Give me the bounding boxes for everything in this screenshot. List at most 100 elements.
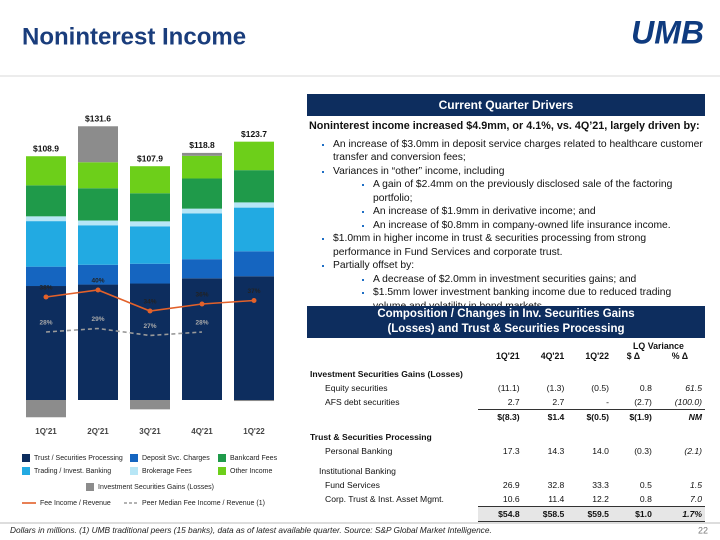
total-label: $123.7	[241, 129, 267, 139]
total-label: $118.8	[189, 140, 215, 150]
table-cell	[478, 424, 523, 444]
driver-item: Variances in “other” income, includingA …	[333, 165, 705, 233]
table-cell	[612, 458, 655, 478]
table-cell: (0.5)	[591, 383, 609, 393]
table-cell	[567, 361, 612, 381]
table-cell: 10.6	[502, 494, 520, 504]
bar-segment	[78, 220, 118, 226]
bar-segment	[234, 276, 274, 400]
table-cell: 0.5	[639, 480, 652, 490]
drivers-intro: Noninterest income increased $4.9mm, or …	[309, 120, 700, 132]
table-cell: 0.8	[639, 494, 652, 504]
x-tick-label: 3Q'21	[139, 427, 161, 436]
driver-item: An increase of $3.0mm in deposit service…	[333, 138, 705, 165]
table-cell	[655, 424, 705, 444]
table: 1Q'21 4Q'21 1Q'22 LQ Variance $ Δ % Δ Investme…	[307, 341, 705, 522]
table-cell	[567, 424, 612, 444]
row-label	[307, 410, 478, 425]
table-cell: (1.3)	[546, 383, 565, 393]
bar-segment	[182, 208, 222, 214]
percent-label: 37%	[247, 288, 260, 295]
bar-segment	[130, 400, 170, 410]
column-header: 1Q'21	[496, 351, 520, 361]
legend-swatch	[22, 467, 30, 475]
bar-segment	[182, 213, 222, 260]
variance-column: $ Δ	[626, 351, 641, 361]
row-label: Trust & Securities Processing	[310, 432, 432, 442]
slide-title: Noninterest Income	[22, 23, 246, 50]
row-label: Personal Banking	[325, 446, 393, 456]
x-tick-label: 1Q'22	[243, 427, 265, 436]
legend-swatch	[130, 467, 138, 475]
bar-segment	[130, 283, 170, 400]
table-cell: $(0.5)	[567, 409, 612, 424]
driver-subitem: An increase of $0.8mm in company-owned l…	[373, 219, 705, 233]
bar-segment	[130, 226, 170, 264]
table-cell: $58.5	[522, 506, 568, 522]
table-row: $54.8 $58.5 $59.5 $1.0 1.7%	[307, 506, 705, 522]
bar-segment	[26, 286, 66, 400]
bar-segment	[78, 284, 118, 400]
page-number: 22	[698, 525, 708, 535]
row-label: Fund Services	[325, 480, 380, 490]
legend-swatch	[218, 454, 226, 462]
table-cell	[655, 458, 705, 478]
table-cell	[567, 458, 612, 478]
row-label: Equity securities	[325, 383, 388, 393]
driver-subitem: An increase of $1.9mm in derivative inco…	[373, 205, 705, 219]
bar-segment	[234, 400, 274, 402]
row-label: AFS debt securities	[325, 397, 400, 408]
column-header: 4Q'21	[540, 351, 565, 361]
footnote: Dollars in millions. (1) UMB traditional…	[10, 525, 492, 535]
table-row: Institutional Banking	[307, 458, 705, 478]
table-cell: 11.4	[548, 494, 565, 504]
variance-column: % Δ	[671, 351, 689, 361]
table-cell	[523, 458, 568, 478]
legend-label: Bankcard Fees	[230, 455, 278, 462]
legend-label: Trust / Securities Processing	[34, 455, 123, 462]
table-cell: $1.4	[522, 409, 568, 424]
percent-label: 36%	[195, 292, 208, 299]
bar-segment	[130, 166, 170, 194]
table-cell: (100.0)	[674, 397, 702, 407]
percent-label: 28%	[195, 320, 208, 327]
row-label	[307, 507, 478, 522]
table-cell: 61.5	[685, 383, 702, 393]
percent-point	[251, 298, 257, 303]
table-cell: 14.3	[547, 446, 565, 456]
table-cell	[478, 458, 523, 478]
table-cell: NM	[654, 409, 705, 424]
percent-label: 38%	[39, 285, 52, 292]
percent-line	[45, 327, 203, 337]
table-row: Personal Banking 17.3 14.3 14.0 (0.3) (2.1)	[307, 444, 705, 458]
table-cell: 12.2	[592, 494, 609, 504]
table-cell: 0.8	[639, 383, 652, 393]
driver-text: An increase of $3.0mm in deposit service…	[333, 138, 703, 164]
bar-segment	[26, 221, 66, 267]
legend-label: Peer Median Fee Income / Revenue (1)	[142, 500, 265, 507]
logo: UMB	[631, 14, 704, 50]
table-cell	[523, 361, 568, 381]
row-label: Investment Securities Gains (Losses)	[310, 369, 463, 379]
legend-swatch	[86, 483, 94, 491]
row-label: Corp. Trust & Inst. Asset Mgmt.	[325, 494, 444, 505]
variance-header: LQ Variance	[633, 341, 684, 351]
legend-swatch	[130, 454, 138, 462]
driver-text: $1.0mm in higher income in trust & secur…	[333, 233, 647, 258]
x-tick-label: 1Q'21	[35, 427, 57, 436]
percent-point	[43, 294, 49, 300]
percent-label: 34%	[143, 299, 156, 306]
legend-label: Investment Securities Gains (Losses)	[98, 484, 214, 491]
driver-subitem: A gain of $2.4mm on the previously discl…	[373, 178, 705, 205]
driver-text: Variances in “other” income, including	[333, 165, 505, 177]
bar-segment	[234, 170, 274, 203]
percent-point	[147, 308, 153, 314]
percent-point	[199, 301, 205, 307]
table-cell	[478, 361, 523, 381]
table-banner: Composition / Changes in Inv. Securities…	[307, 306, 705, 338]
bar-segment	[130, 221, 170, 227]
table-cell	[612, 424, 655, 444]
legend-label: Deposit Svc. Charges	[142, 455, 210, 462]
table-cell	[655, 361, 705, 381]
